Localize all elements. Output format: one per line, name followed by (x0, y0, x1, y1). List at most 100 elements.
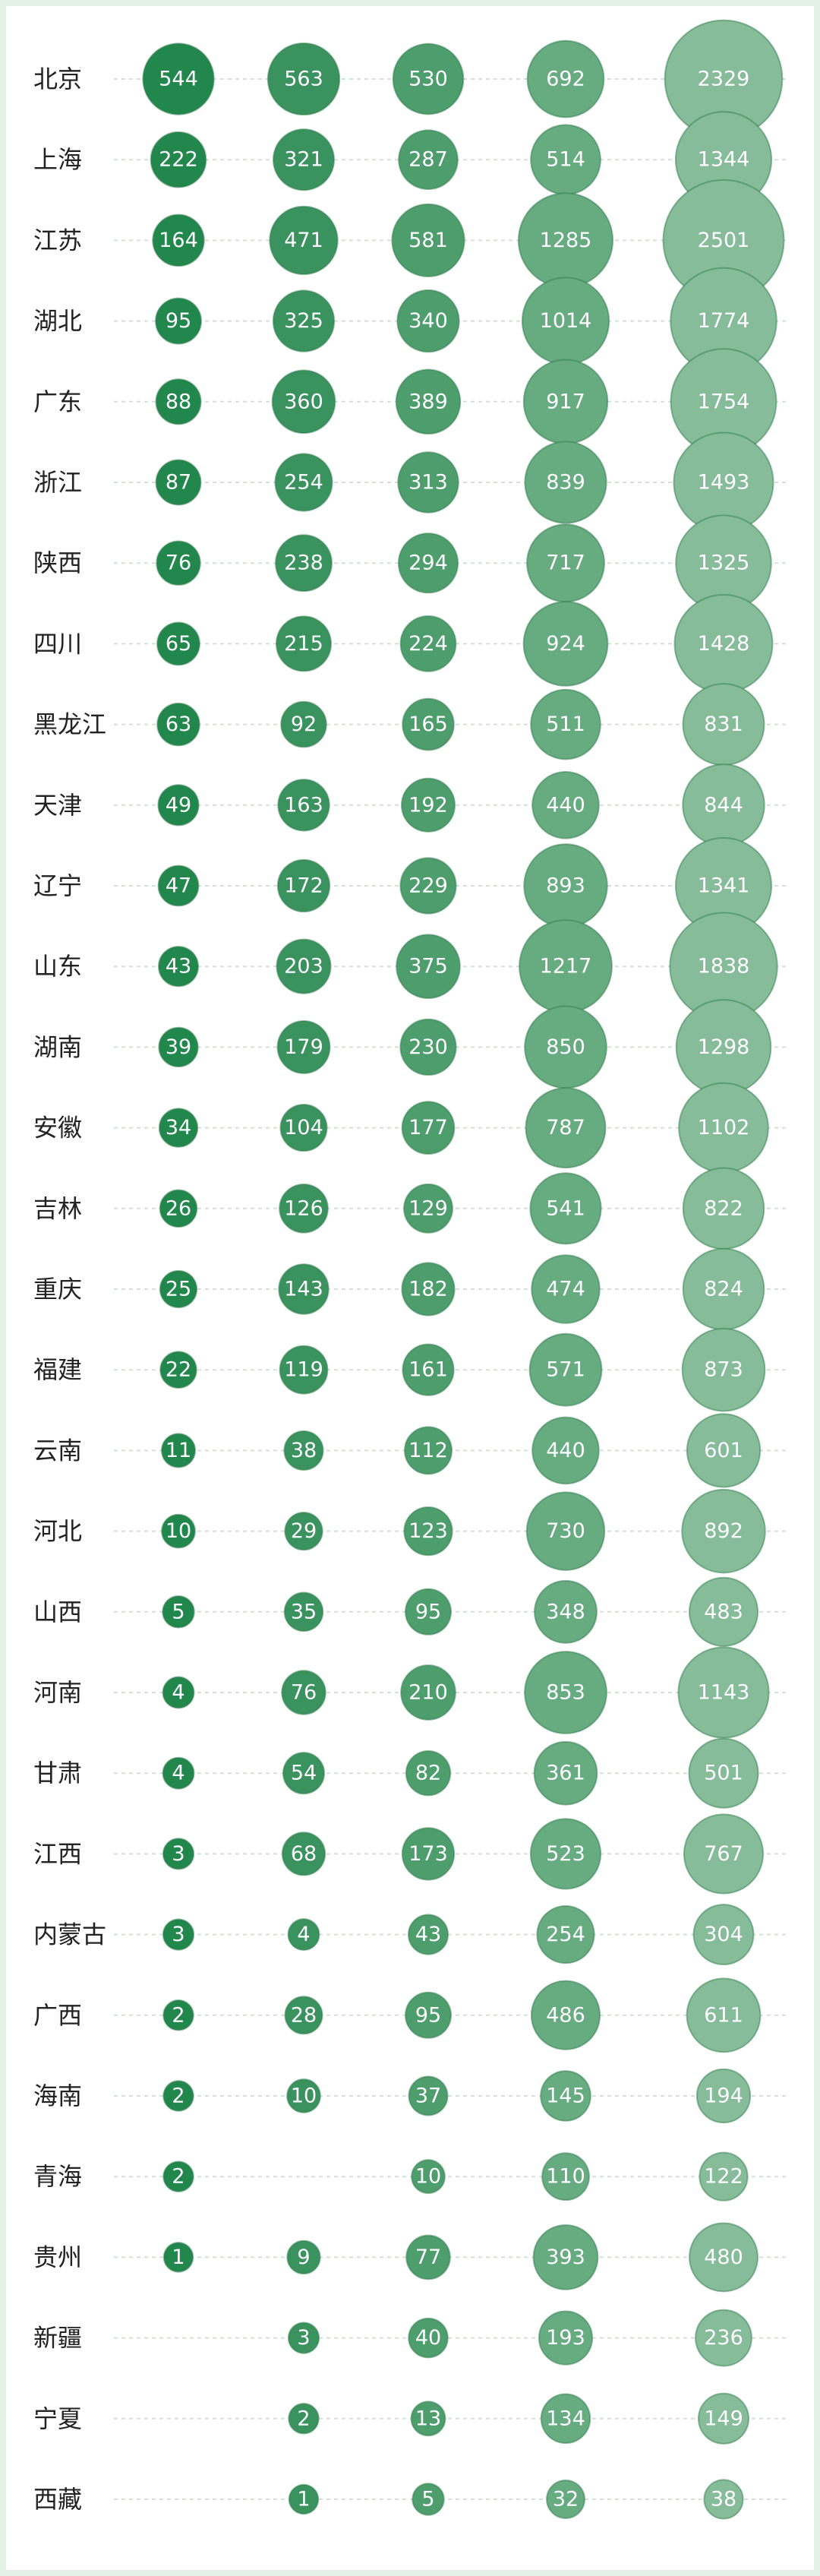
bubble-label: 483 (704, 1600, 743, 1623)
row-label: 安徽 (33, 1114, 82, 1143)
bubble-label: 65 (166, 632, 191, 656)
bubble (692, 1904, 755, 1966)
bubble-label: 161 (408, 1358, 448, 1382)
bubble (160, 1433, 197, 1468)
bubble-label: 163 (284, 793, 323, 817)
bubble (533, 1740, 598, 1806)
bubble-label: 486 (546, 2003, 585, 2027)
bubble (272, 128, 336, 191)
bubble (408, 2317, 449, 2359)
bubble-label: 440 (546, 793, 585, 817)
bubble (272, 289, 336, 352)
row-label: 陕西 (33, 548, 82, 577)
bubble-label: 294 (408, 552, 448, 575)
bubble-label: 88 (166, 390, 191, 413)
bubble (395, 368, 462, 435)
bubble (526, 40, 605, 119)
bubble (155, 459, 202, 506)
bubble (276, 938, 332, 994)
bubble (155, 297, 202, 345)
bubble-label: 1838 (698, 955, 750, 978)
row-label: 河南 (33, 1678, 82, 1707)
bubble (402, 697, 455, 751)
bubble-label: 222 (159, 148, 198, 172)
bubble (686, 1413, 762, 1488)
bubble-label: 822 (704, 1196, 743, 1220)
bubble-label: 2329 (698, 68, 750, 91)
row-label: 湖北 (33, 307, 82, 336)
bubble (156, 540, 201, 586)
bubble-label: 2 (172, 2085, 184, 2108)
row-label: 云南 (33, 1436, 82, 1465)
bubble-label: 787 (546, 1116, 585, 1139)
bubble (286, 2078, 321, 2113)
bubble-label: 39 (166, 1035, 191, 1059)
bubble (540, 2393, 591, 2445)
bubble (392, 43, 465, 115)
bubble-label: 40 (415, 2326, 441, 2350)
bubble-label: 22 (166, 1358, 191, 1382)
bubble-label: 126 (284, 1196, 323, 1220)
bubble-label: 2 (172, 2003, 184, 2027)
bubble (281, 1670, 326, 1715)
bubble (695, 2309, 752, 2367)
bubble (162, 2242, 194, 2273)
bubble-label: 853 (546, 1681, 585, 1705)
row-label: 福建 (33, 1355, 82, 1384)
bubble (287, 1918, 320, 1952)
bubble-label: 287 (408, 148, 448, 172)
bubble-label: 165 (408, 713, 448, 736)
bubble (158, 1026, 199, 1068)
row-label: 广西 (33, 2001, 82, 2030)
bubble (524, 1651, 607, 1734)
bubble-label: 95 (415, 1600, 441, 1623)
bubble-label: 215 (284, 632, 323, 656)
bubble-label: 571 (546, 1358, 585, 1382)
bubble (391, 203, 465, 278)
bubble (703, 2479, 744, 2520)
bubble-label: 203 (284, 955, 323, 978)
row-label: 河北 (33, 1517, 82, 1546)
bubble (271, 369, 336, 435)
bubble-label: 54 (291, 1762, 317, 1785)
row-label: 山西 (33, 1598, 82, 1626)
bubble-label: 541 (546, 1196, 585, 1220)
bubble (282, 1752, 326, 1795)
bubble-label: 29 (291, 1519, 317, 1543)
bubble-label: 236 (704, 2326, 743, 2350)
bubble-label: 10 (415, 2165, 441, 2189)
bubble (405, 1588, 452, 1636)
bubble-label: 692 (546, 68, 585, 91)
bubble-label: 1774 (698, 309, 750, 333)
bubble-label: 917 (546, 390, 585, 413)
bubble-label: 924 (546, 632, 585, 656)
bubble (159, 1351, 197, 1389)
bubble (699, 2151, 749, 2201)
bubble-label: 321 (284, 148, 323, 172)
bubble-label: 82 (415, 1762, 441, 1785)
row-label: 吉林 (33, 1194, 82, 1223)
bubble (399, 857, 457, 915)
bubble-label: 1 (297, 2488, 310, 2511)
bubble (162, 1756, 195, 1790)
bubble-label: 182 (408, 1278, 448, 1301)
bubble (399, 1018, 457, 1076)
bubble-label: 1344 (698, 148, 750, 172)
row-label: 贵州 (33, 2243, 82, 2271)
bubble-label: 38 (711, 2488, 736, 2511)
bubble-label: 173 (408, 1842, 448, 1866)
bubble (158, 1108, 199, 1148)
bubble (161, 1513, 196, 1549)
bubble-label: 254 (284, 471, 323, 495)
bubble (525, 1087, 607, 1169)
bubble-label: 49 (166, 793, 191, 817)
bubble-label: 229 (408, 874, 448, 898)
bubble-label: 474 (546, 1278, 585, 1301)
bubble-label: 850 (546, 1035, 585, 1059)
bubble (400, 1664, 456, 1721)
bubble (279, 1104, 328, 1152)
bubble (412, 2483, 445, 2516)
bubble-label: 3 (297, 2326, 310, 2350)
bubble-label: 1493 (698, 471, 750, 495)
bubble-label: 717 (546, 552, 585, 575)
